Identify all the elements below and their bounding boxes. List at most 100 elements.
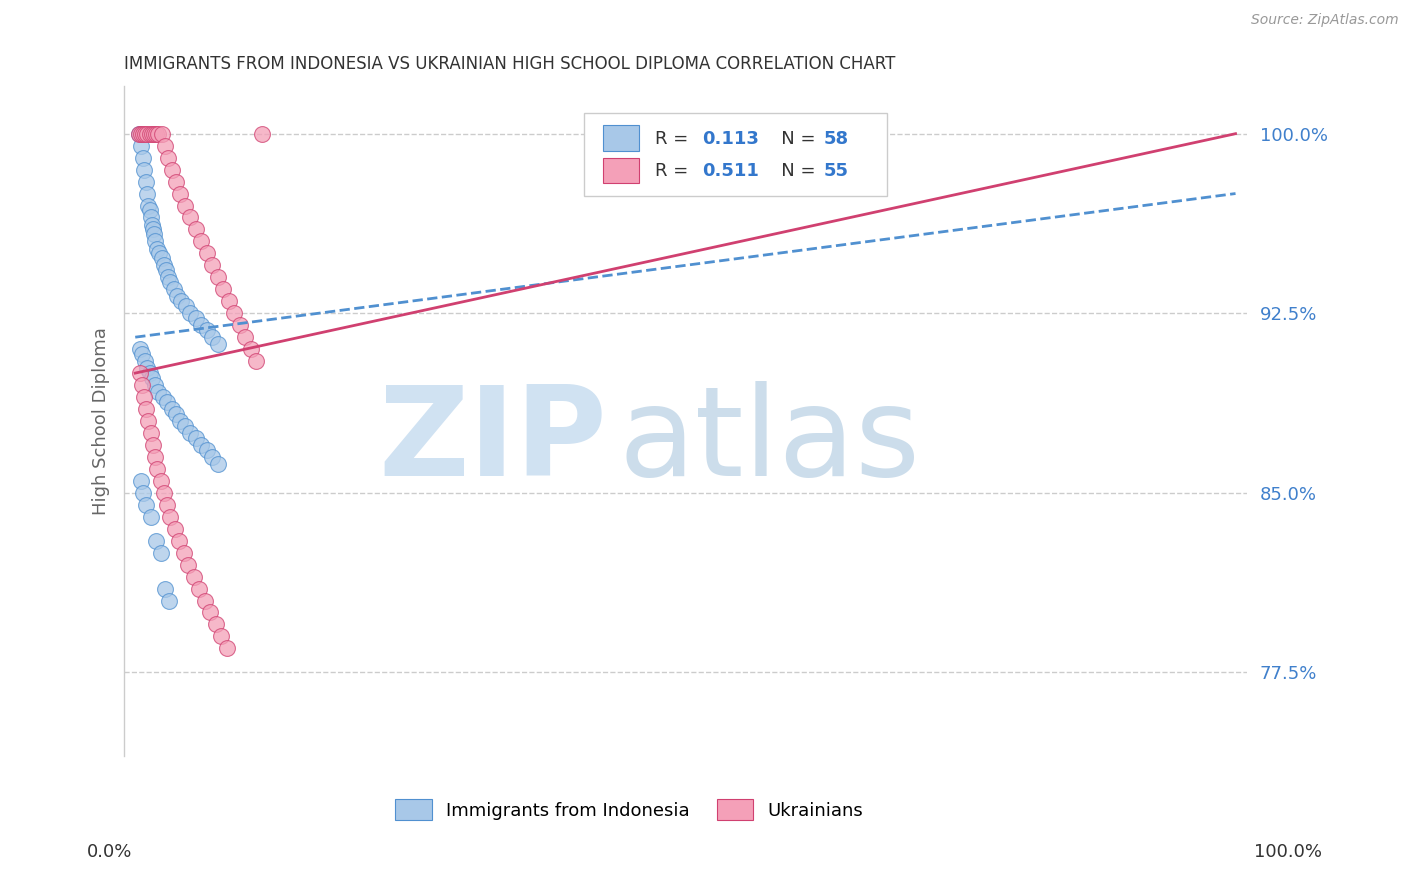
Point [129,138,152,153]
Point [143,450,166,464]
Point [190,235,212,249]
Point [131,378,153,392]
Point [138,198,160,212]
Point [184,222,207,236]
Text: 0.0%: 0.0% [87,843,132,861]
Point [204,617,226,632]
Point [207,457,229,471]
Point [150,127,173,141]
Point [156,498,179,512]
Point [128,342,150,356]
Point [239,342,262,356]
Point [173,418,195,433]
Point [179,306,201,320]
Point [250,127,273,141]
FancyBboxPatch shape [603,126,640,151]
Point [195,323,218,337]
Point [218,294,240,309]
Point [156,394,179,409]
Point [215,641,238,656]
FancyBboxPatch shape [603,158,640,183]
Point [233,330,256,344]
Point [193,593,215,607]
Text: ZIP: ZIP [378,381,607,501]
Point [139,211,162,225]
Point [245,354,267,368]
Point [149,474,172,488]
Point [141,218,163,232]
Point [212,282,235,296]
Point [188,582,211,596]
Point [159,509,181,524]
Point [153,582,176,596]
Point [143,378,166,392]
Point [142,222,165,236]
Text: atlas: atlas [619,381,920,501]
Point [163,282,186,296]
Text: 55: 55 [824,162,848,180]
Y-axis label: High School Diploma: High School Diploma [93,327,110,515]
Point [184,311,207,326]
Point [142,127,165,141]
Text: 0.113: 0.113 [702,129,759,148]
Point [173,546,195,560]
Point [148,246,170,260]
Text: 100.0%: 100.0% [1254,843,1322,861]
Point [143,235,166,249]
Point [190,318,212,333]
Point [195,246,218,260]
Point [135,498,157,512]
Point [229,318,252,333]
Point [135,175,157,189]
Point [139,509,162,524]
Point [190,438,212,452]
Point [184,431,207,445]
Point [150,251,173,265]
Point [152,390,174,404]
Point [169,186,191,201]
Point [128,127,150,141]
Point [167,533,190,548]
Point [146,462,169,476]
Point [153,485,176,500]
Text: IMMIGRANTS FROM INDONESIA VS UKRAINIAN HIGH SCHOOL DIPLOMA CORRELATION CHART: IMMIGRANTS FROM INDONESIA VS UKRAINIAN H… [124,55,896,73]
Point [157,270,180,285]
Point [138,366,160,380]
Point [145,127,167,141]
Point [146,242,169,256]
Point [134,354,156,368]
Point [132,390,155,404]
Point [132,151,155,165]
FancyBboxPatch shape [585,112,887,196]
Point [179,211,201,225]
Point [165,175,187,189]
Point [142,227,165,242]
Point [131,347,153,361]
Point [145,533,167,548]
Legend: Immigrants from Indonesia, Ukrainians: Immigrants from Indonesia, Ukrainians [388,792,870,827]
Point [160,162,183,177]
Point [157,593,180,607]
Point [138,414,160,428]
Text: 58: 58 [824,129,849,148]
Point [179,425,201,440]
Point [139,425,162,440]
Point [173,198,195,212]
Text: R =: R = [655,129,695,148]
Point [209,629,232,643]
Point [142,438,165,452]
Point [153,258,176,272]
Point [128,127,150,141]
Point [141,127,163,141]
Point [198,606,221,620]
Point [183,569,205,583]
Point [155,263,177,277]
Text: Source: ZipAtlas.com: Source: ZipAtlas.com [1251,13,1399,28]
Point [207,270,229,285]
Point [134,127,156,141]
Point [170,294,193,309]
Point [201,258,224,272]
Point [174,299,197,313]
Point [132,162,155,177]
Point [136,186,159,201]
